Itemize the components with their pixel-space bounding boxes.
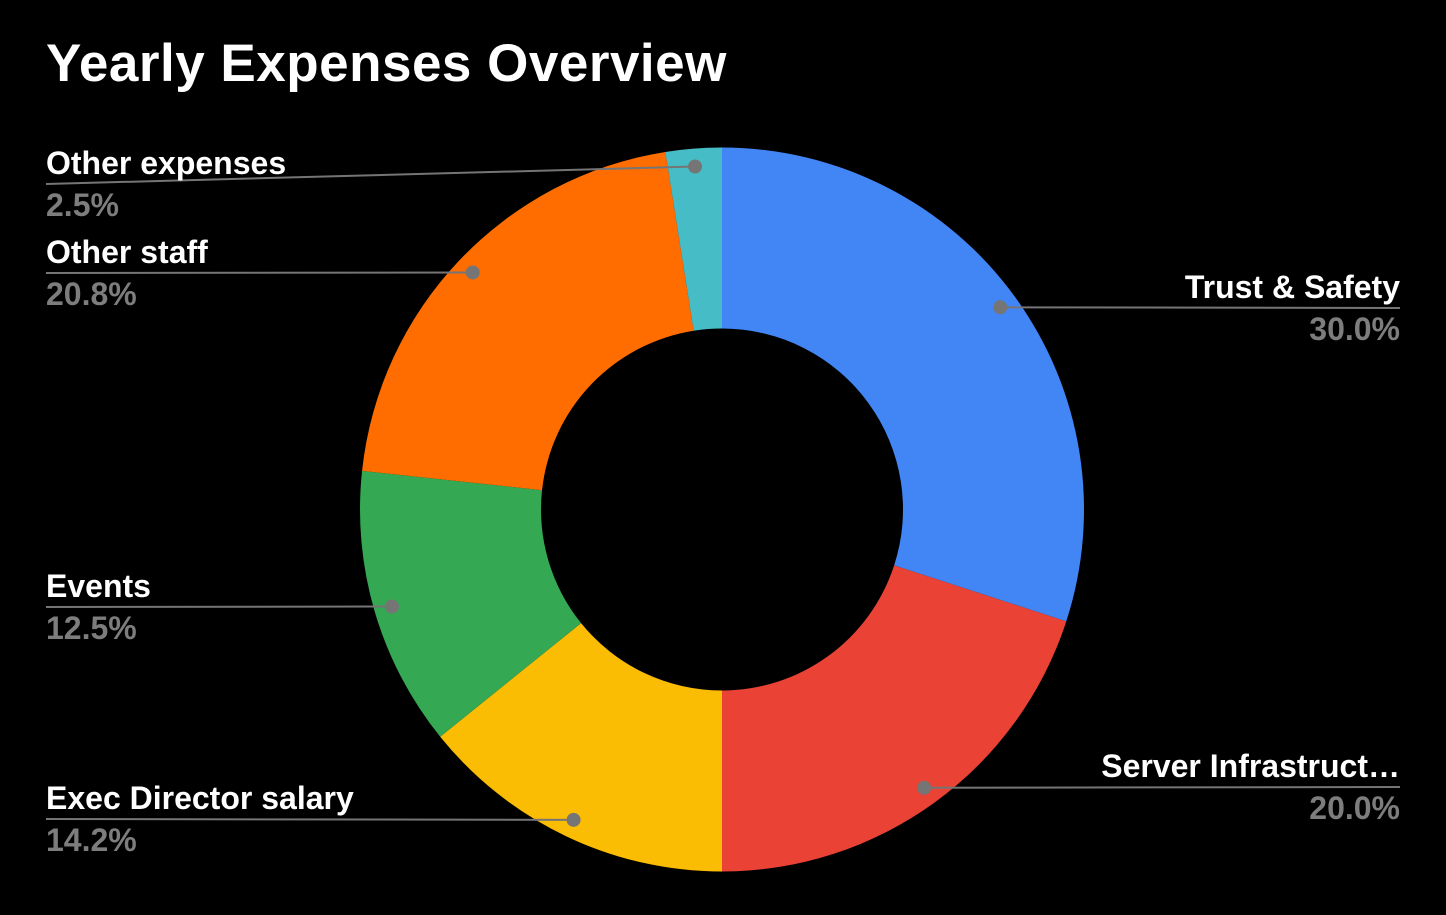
slice-label-server-infrastruct: Server Infrastruct… 20.0% bbox=[1101, 749, 1400, 825]
slice-label-percent: 12.5% bbox=[46, 610, 137, 646]
slice-label-percent: 20.8% bbox=[46, 276, 137, 312]
slice-label-name: Server Infrastruct… bbox=[1101, 748, 1400, 784]
slice-label-trust-safety: Trust & Safety 30.0% bbox=[1185, 270, 1400, 346]
slice-label-name: Events bbox=[46, 568, 151, 604]
leader-dot-trust-safety bbox=[993, 300, 1008, 315]
pie-slice-other-staff[interactable] bbox=[362, 151, 694, 491]
slice-label-events: Events 12.5% bbox=[46, 569, 151, 645]
slice-label-exec-director-salary: Exec Director salary 14.2% bbox=[46, 781, 354, 857]
chart-title: Yearly Expenses Overview bbox=[46, 34, 727, 93]
slice-label-name: Other staff bbox=[46, 234, 208, 270]
pie-slice-exec-director-salary[interactable] bbox=[440, 623, 722, 872]
leader-line-trust-safety bbox=[1000, 306, 1401, 309]
leader-dot-other-staff bbox=[465, 265, 480, 280]
leader-line-server-infrastruct bbox=[924, 786, 1401, 789]
slice-label-other-expenses: Other expenses 2.5% bbox=[46, 146, 286, 222]
slice-label-percent: 30.0% bbox=[1309, 311, 1400, 347]
leader-line-other-expenses bbox=[45, 165, 696, 185]
pie-slice-events[interactable] bbox=[360, 470, 582, 737]
slice-label-name: Exec Director salary bbox=[46, 780, 354, 816]
slice-label-percent: 20.0% bbox=[1309, 790, 1400, 826]
slice-label-other-staff: Other staff 20.8% bbox=[46, 235, 208, 311]
slice-label-name: Trust & Safety bbox=[1184, 269, 1400, 305]
pie-slice-trust-safety[interactable] bbox=[722, 147, 1084, 622]
leader-line-other-staff bbox=[45, 271, 473, 274]
leader-dot-server-infrastruct bbox=[917, 780, 932, 795]
slice-label-percent: 14.2% bbox=[46, 822, 137, 858]
slice-label-name: Other expenses bbox=[46, 145, 287, 181]
pie-slice-other-expenses[interactable] bbox=[665, 147, 722, 331]
leader-line-exec-director-salary bbox=[45, 818, 574, 821]
leader-dot-events bbox=[384, 599, 399, 614]
leader-dot-other-expenses bbox=[688, 159, 703, 174]
pie-slice-server-infrastruct[interactable] bbox=[722, 565, 1067, 872]
slice-label-percent: 2.5% bbox=[46, 187, 119, 223]
leader-dot-exec-director-salary bbox=[566, 812, 581, 827]
